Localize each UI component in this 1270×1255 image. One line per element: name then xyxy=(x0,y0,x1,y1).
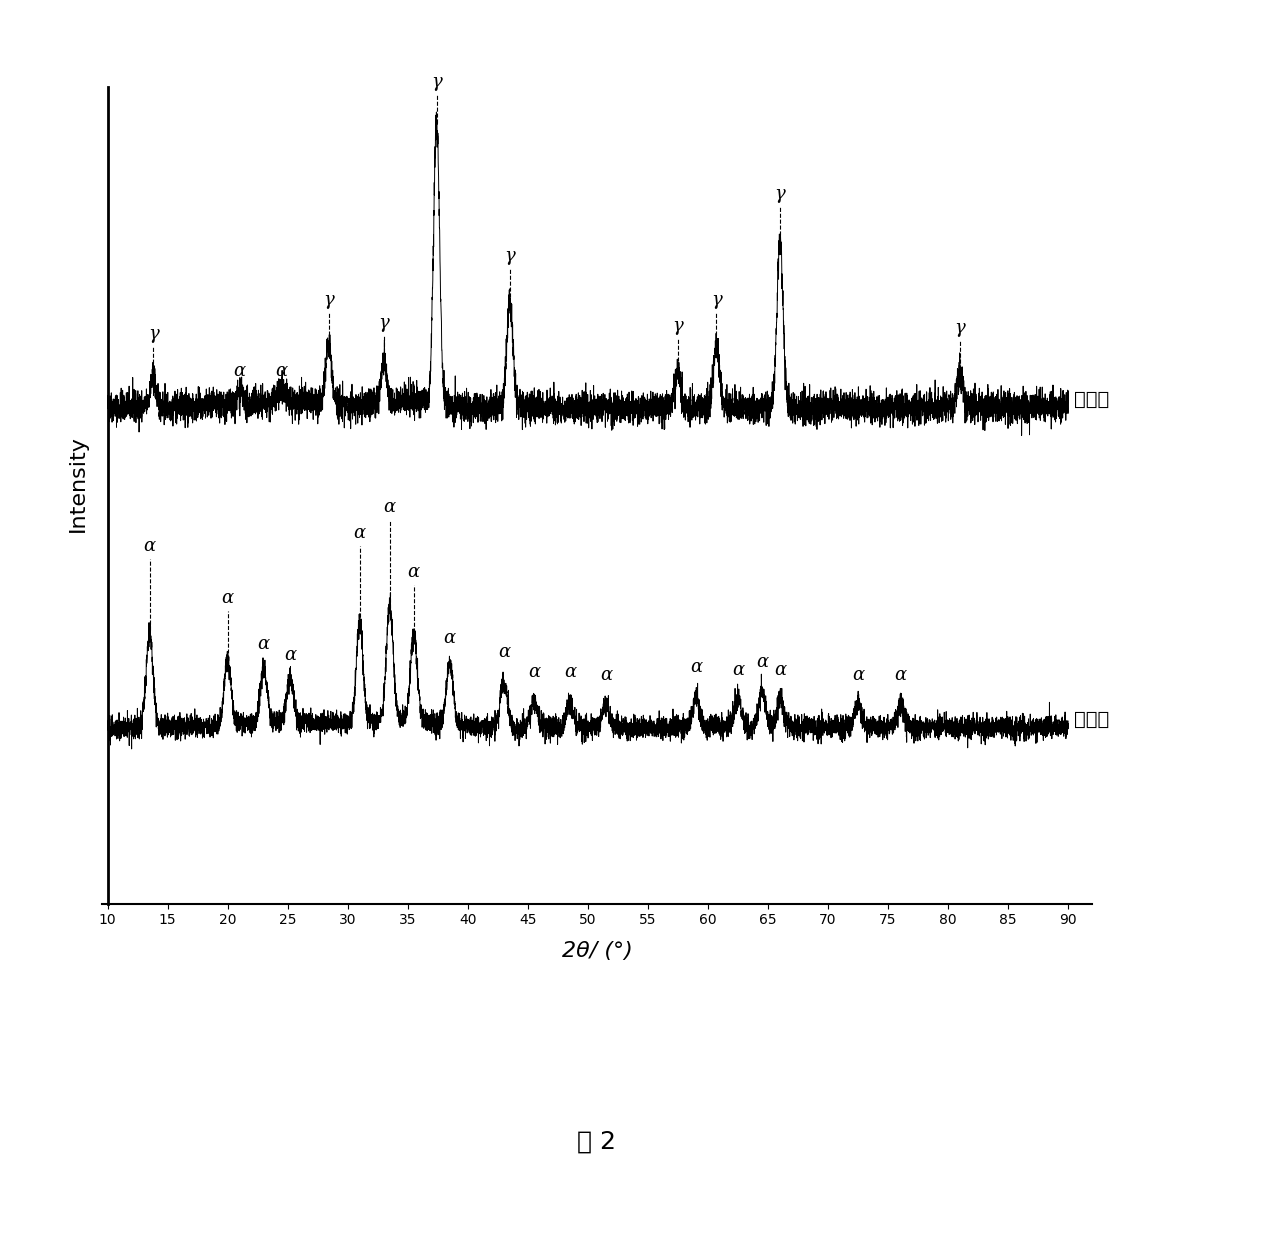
Text: α: α xyxy=(408,562,420,581)
Text: γ: γ xyxy=(432,73,442,90)
Text: α: α xyxy=(732,660,744,679)
X-axis label: 2θ/ (°): 2θ/ (°) xyxy=(561,941,632,961)
Text: α: α xyxy=(852,666,864,684)
Text: α: α xyxy=(284,646,296,664)
Text: α: α xyxy=(443,629,456,646)
Text: α: α xyxy=(234,361,246,380)
Text: 合成前: 合成前 xyxy=(1074,710,1110,729)
Y-axis label: Intensity: Intensity xyxy=(67,434,88,532)
Text: α: α xyxy=(528,664,540,681)
Text: α: α xyxy=(498,644,511,661)
Text: α: α xyxy=(894,666,907,684)
Text: γ: γ xyxy=(775,184,785,203)
Text: α: α xyxy=(773,660,786,679)
Text: γ: γ xyxy=(955,320,965,338)
Text: 图 2: 图 2 xyxy=(578,1130,616,1155)
Text: α: α xyxy=(276,361,288,380)
Text: γ: γ xyxy=(504,246,516,265)
Text: α: α xyxy=(690,658,702,675)
Text: 合成后: 合成后 xyxy=(1074,389,1110,409)
Text: γ: γ xyxy=(673,316,683,335)
Text: α: α xyxy=(353,523,366,542)
Text: γ: γ xyxy=(323,291,334,310)
Text: γ: γ xyxy=(378,314,389,331)
Text: α: α xyxy=(221,589,234,606)
Text: α: α xyxy=(258,635,269,653)
Text: γ: γ xyxy=(147,325,159,343)
Text: α: α xyxy=(599,666,612,684)
Text: α: α xyxy=(756,654,768,671)
Text: α: α xyxy=(144,537,156,555)
Text: α: α xyxy=(384,498,396,516)
Text: γ: γ xyxy=(711,291,721,310)
Text: α: α xyxy=(564,664,577,681)
